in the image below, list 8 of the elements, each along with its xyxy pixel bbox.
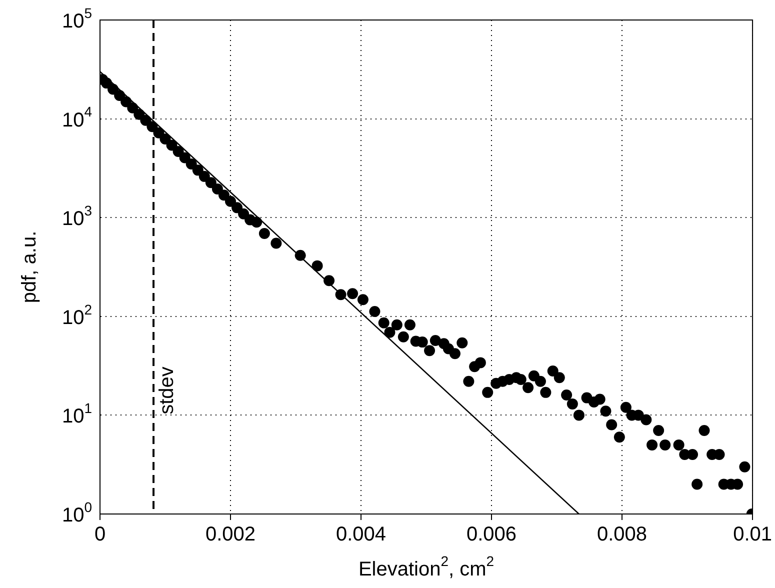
x-tick-label: 0.004 [336, 524, 386, 546]
x-tick-label: 0.002 [205, 524, 256, 546]
y-axis-title: pdf, a.u. [18, 230, 41, 304]
x-tick-label: 0.01 [733, 524, 772, 546]
x-tick-label: 0.008 [597, 524, 648, 546]
x-tick-label: 0.006 [466, 524, 517, 546]
x-tick-label: 0 [94, 524, 106, 546]
ref-line-label: stdev [156, 366, 178, 414]
